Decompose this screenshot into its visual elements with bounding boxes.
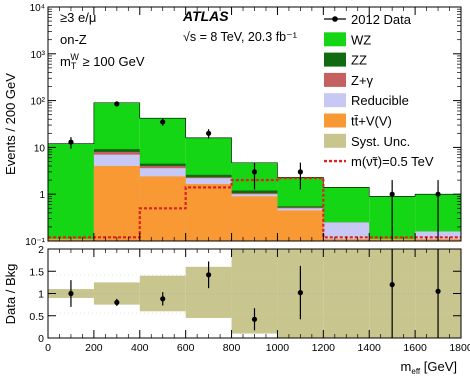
data-point-7	[435, 191, 441, 197]
legend-swatch-3	[324, 72, 346, 87]
ratio-point-4	[251, 316, 258, 322]
x-tick-label: 1800	[449, 342, 470, 354]
legend-label-2: ZZ	[351, 53, 367, 68]
main-panel: 10⁻¹ 1 10 10² 10³ 10⁴ Events / 200 GeV ≥3 e/μ…	[3, 3, 462, 248]
legend-label-3: Z+γ	[351, 73, 374, 88]
ratio-y-axis-label: Data / Bkg	[3, 264, 18, 325]
ratio-points	[68, 249, 441, 338]
legend-label-5: tt̄+V(V)	[351, 114, 392, 129]
x-tick-label: 1000	[266, 342, 290, 354]
ratio-panel: 0 0.5 1 1.5 2 0 200 400 600 800 1000 1200 1400 1600 1…	[3, 244, 470, 376]
legend-label-4: Reducible	[351, 93, 409, 108]
x-tick-label: 400	[131, 342, 149, 354]
legend: 2012 Data WZ ZZ Z+γ Reducible tt̄+V(V) Syst. U…	[324, 12, 434, 169]
region-label: on-Z	[60, 32, 87, 47]
main-y-tick-label: 10	[34, 143, 46, 154]
bar-ttv-2	[139, 176, 186, 241]
data-point-3	[206, 130, 212, 136]
ratio-x-ticks: 0 200 400 600 800 1000 1200 1400 1600 1800	[45, 249, 470, 354]
x-tick-label: 1200	[312, 342, 336, 354]
legend-label-0: 2012 Data	[351, 12, 412, 27]
selection-label: ≥3 e/μ	[60, 10, 96, 25]
ratio-point-6	[389, 282, 395, 288]
ratio-y-tick-label: 1.5	[29, 266, 44, 278]
ratio-y-tick-label: 1	[38, 289, 44, 301]
data-point-2	[160, 119, 166, 125]
ratio-point-2	[160, 296, 166, 302]
x-tick-label: 200	[85, 342, 103, 354]
x-axis-label: meff [GeV]	[401, 359, 457, 376]
data-points	[68, 101, 441, 241]
x-tick-label: 1600	[403, 342, 427, 354]
legend-label-6: Syst. Unc.	[351, 134, 410, 149]
ratio-y-tick-label: 2	[38, 244, 44, 256]
data-point-6	[389, 191, 395, 197]
ratio-y-tick-label: 0	[38, 333, 44, 345]
legend-label-1: WZ	[351, 32, 371, 47]
data-point-1	[114, 101, 120, 107]
ratio-y-ticks: 0 0.5 1 1.5 2	[29, 244, 461, 345]
legend-swatch-2	[324, 52, 346, 67]
data-point-4	[251, 169, 258, 175]
bar-ttv-5	[277, 210, 324, 241]
legend-data-marker	[332, 16, 338, 22]
mt-cut-label: mTW ≥ 100 GeV	[60, 52, 145, 71]
x-tick-label: 0	[45, 342, 51, 354]
main-y-axis-label: Events / 200 GeV	[3, 73, 18, 175]
legend-swatch-4	[324, 93, 346, 108]
ratio-point-7	[435, 288, 441, 294]
main-y-tick-label: 1	[39, 190, 45, 201]
legend-swatch-5	[324, 113, 346, 128]
bar-ttv-4	[231, 196, 278, 241]
x-tick-label: 600	[177, 342, 195, 354]
x-tick-label: 1400	[358, 342, 382, 354]
energy-label: √s = 8 TeV, 20.3 fb⁻¹	[183, 30, 297, 44]
experiment-label: ATLAS	[182, 8, 229, 24]
ratio-y-tick-label: 0.5	[29, 311, 44, 323]
main-y-tick-label: 10⁻¹	[25, 237, 45, 248]
main-y-tick-label: 10³	[31, 50, 46, 61]
bar-ttv-3	[185, 184, 232, 241]
signal-line	[48, 177, 461, 239]
bar-wz-0	[48, 143, 94, 241]
main-y-tick-label: 10²	[31, 97, 46, 108]
main-y-tick-label: 10⁴	[30, 3, 45, 14]
ratio-point-5	[297, 290, 303, 296]
signal-curve	[48, 177, 461, 239]
legend-swatch-1	[324, 32, 346, 47]
data-point-0	[68, 139, 74, 145]
syst-band-1	[93, 282, 140, 305]
x-tick-label: 800	[223, 342, 241, 354]
data-point-5	[297, 169, 303, 175]
main-y-ticks: 10⁻¹ 1 10 10² 10³ 10⁴	[25, 3, 461, 248]
legend-label-7: m(ν̃τ)=0.5 TeV	[351, 154, 434, 169]
ratio-point-3	[206, 272, 212, 278]
ratio-point-0	[68, 290, 74, 297]
main-x-ticks	[47, 7, 462, 241]
ratio-point-1	[114, 299, 120, 305]
bar-ttv-1	[93, 166, 140, 241]
legend-swatch-6	[324, 133, 346, 148]
